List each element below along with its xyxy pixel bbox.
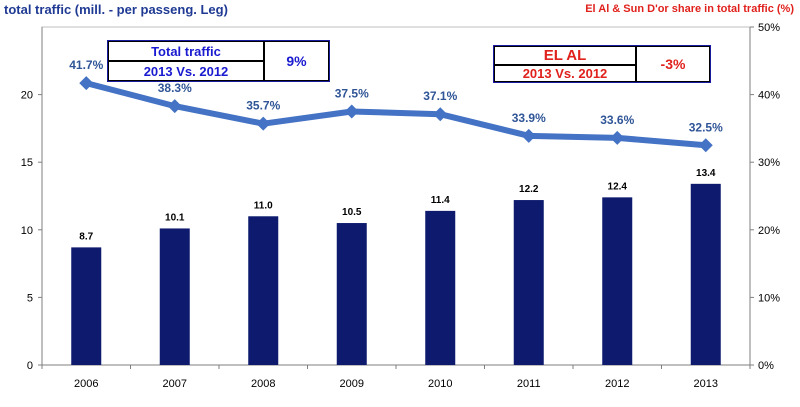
right-tick-label: 20% <box>758 225 780 237</box>
elal-share-label: EL AL <box>494 46 636 65</box>
x-tick-label: 2011 <box>517 378 541 390</box>
bar <box>513 200 544 365</box>
bar <box>336 223 367 365</box>
elal-share-period: 2013 Vs. 2012 <box>494 65 636 82</box>
bar <box>71 247 102 365</box>
share-line <box>85 80 707 149</box>
share-point <box>433 107 448 122</box>
share-point <box>698 138 713 153</box>
left-tick-label: 15 <box>21 157 33 169</box>
x-tick-label: 2006 <box>74 378 98 390</box>
right-tick-label: 50% <box>758 22 780 34</box>
share-point <box>256 116 271 131</box>
x-tick-label: 2013 <box>694 378 718 390</box>
total-traffic-value: 9% <box>264 41 329 81</box>
right-tick-label: 0% <box>758 360 774 372</box>
bar-value-label: 10.1 <box>165 212 185 223</box>
total-traffic-label: Total traffic <box>108 41 264 61</box>
right-tick-label: 40% <box>758 90 780 102</box>
bar-value-label: 12.4 <box>608 181 628 192</box>
left-tick-label: 10 <box>21 225 33 237</box>
right-axis-title: El Al & Sun D'or share in total traffic … <box>585 3 794 15</box>
share-value-label: 37.5% <box>335 87 369 101</box>
x-tick-label: 2010 <box>428 378 452 390</box>
bar-value-label: 8.7 <box>79 231 93 242</box>
bar-value-label: 11.4 <box>431 195 450 206</box>
bar <box>602 197 633 365</box>
left-tick-label: 5 <box>27 292 33 304</box>
share-point <box>610 130 625 145</box>
total-traffic-box: Total traffic 9% 2013 Vs. 2012 <box>107 40 330 82</box>
left-tick-label: 20 <box>21 90 33 102</box>
x-tick-label: 2008 <box>251 378 275 390</box>
bar-value-label: 10.5 <box>342 207 362 218</box>
bar <box>425 210 456 365</box>
share-value-label: 32.5% <box>689 120 723 134</box>
share-point <box>167 99 182 114</box>
share-value-label: 33.9% <box>512 111 546 125</box>
elal-share-box: EL AL -3% 2013 Vs. 2012 <box>493 45 711 83</box>
share-value-label: 38.3% <box>158 81 192 95</box>
left-tick-label: 0 <box>27 360 33 372</box>
bar <box>159 228 190 365</box>
bar-value-label: 13.4 <box>696 168 716 179</box>
share-value-label: 37.1% <box>423 89 457 103</box>
bar <box>690 183 721 365</box>
bar-value-label: 11.0 <box>254 200 273 211</box>
right-tick-label: 10% <box>758 292 780 304</box>
x-tick-label: 2007 <box>163 378 187 390</box>
share-point <box>344 104 359 119</box>
total-traffic-period: 2013 Vs. 2012 <box>108 61 264 81</box>
share-value-label: 33.6% <box>600 113 634 127</box>
x-tick-label: 2009 <box>340 378 364 390</box>
right-tick-label: 30% <box>758 157 780 169</box>
share-value-label: 35.7% <box>246 99 280 113</box>
bar-value-label: 12.2 <box>519 184 539 195</box>
share-point <box>79 76 94 91</box>
bar <box>248 216 279 365</box>
x-tick-label: 2012 <box>605 378 629 390</box>
left-axis-title: total traffic (mill. - per passeng. Leg) <box>4 2 228 17</box>
elal-share-value: -3% <box>636 46 710 82</box>
share-value-label: 41.7% <box>69 58 103 72</box>
share-point <box>521 128 536 143</box>
